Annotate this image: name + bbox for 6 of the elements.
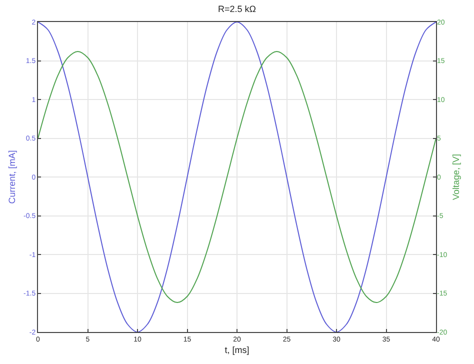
line-series xyxy=(38,22,436,332)
x-axis-title: t, [ms] xyxy=(224,345,250,356)
y2-axis-title: Voltage, [V] xyxy=(451,154,462,200)
chart-title: R=2.5 kΩ xyxy=(218,4,256,14)
y-axis-title: Current, [mA] xyxy=(6,150,17,204)
line-series xyxy=(38,50,436,304)
